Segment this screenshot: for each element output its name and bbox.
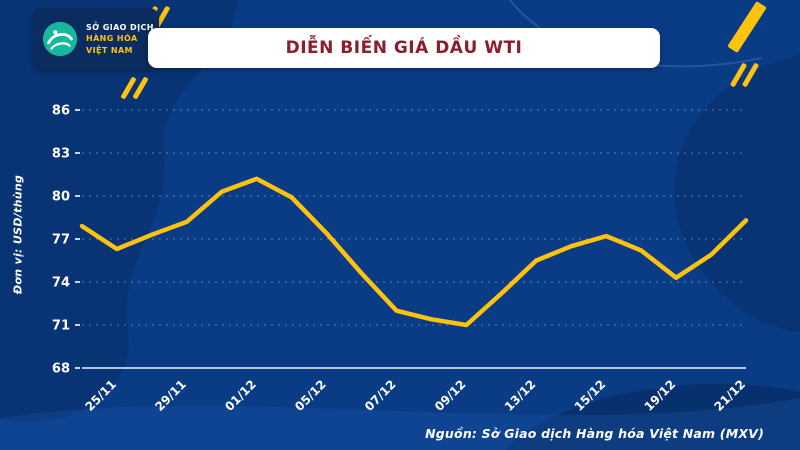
logo-line-2: HÀNG HÓA	[86, 34, 138, 44]
source-attribution: Nguồn: Sở Giao dịch Hàng hóa Việt Nam (M…	[425, 426, 764, 441]
svg-text:71: 71	[52, 319, 70, 334]
svg-text:25/11: 25/11	[82, 377, 119, 414]
svg-text:19/12: 19/12	[642, 377, 679, 414]
mxv-logo-icon	[42, 21, 78, 57]
title-banner: DIỄN BIẾN GIÁ DẦU WTI	[148, 28, 660, 68]
svg-text:07/12: 07/12	[362, 377, 399, 414]
logo-text: SỞ GIAO DỊCH HÀNG HÓA VIỆT NAM	[86, 22, 154, 56]
svg-text:77: 77	[52, 233, 70, 248]
logo-line-3: VIỆT NAM	[86, 45, 133, 55]
logo-line-1: SỞ GIAO DỊCH	[86, 23, 154, 33]
svg-text:83: 83	[52, 147, 70, 162]
svg-text:15/12: 15/12	[572, 377, 609, 414]
svg-text:74: 74	[52, 276, 70, 291]
svg-text:29/11: 29/11	[152, 377, 189, 414]
svg-text:05/12: 05/12	[292, 377, 329, 414]
svg-text:80: 80	[52, 190, 70, 205]
wti-price-line-chart: 68 71 74 77 80 83 86 25/11 29/11 01/12 05/12 07/12 0…	[52, 104, 749, 414]
svg-text:13/12: 13/12	[502, 377, 539, 414]
chart-title: DIỄN BIẾN GIÁ DẦU WTI	[285, 38, 523, 58]
y-axis-unit-label: Đơn vị: USD/thùng	[11, 174, 25, 295]
svg-text:86: 86	[52, 104, 70, 119]
mxv-logo-badge: SỞ GIAO DỊCH HÀNG HÓA VIỆT NAM	[33, 8, 159, 70]
svg-text:68: 68	[52, 362, 70, 377]
svg-text:21/12: 21/12	[712, 377, 749, 414]
slash-decoration	[727, 1, 767, 53]
svg-text:01/12: 01/12	[222, 377, 259, 414]
svg-text:09/12: 09/12	[432, 377, 469, 414]
